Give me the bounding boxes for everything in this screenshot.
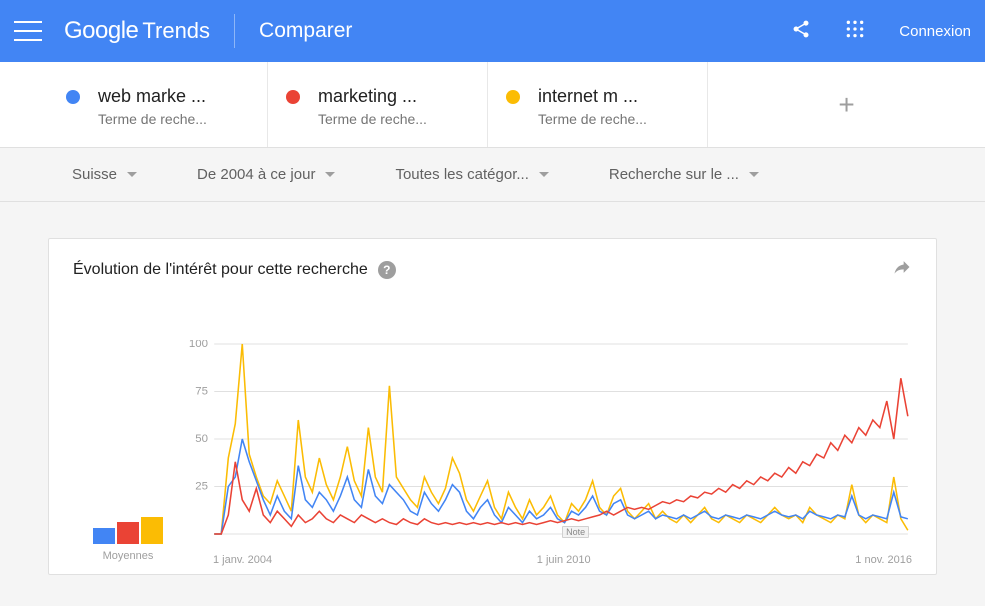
chart-plot: 25 50 75 100 Note 1 janv. 2004 1 juin 2010 … [183,340,912,566]
apps-icon[interactable] [845,19,865,44]
term-1[interactable]: web marke ... Terme de reche... [48,62,268,147]
term-3-subtitle: Terme de reche... [538,111,647,127]
chevron-down-icon [539,172,549,177]
filter-timerange[interactable]: De 2004 à ce jour [197,166,335,183]
x-label-mid: 1 juin 2010 [537,554,591,566]
term-3[interactable]: internet m ... Terme de reche... [488,62,708,147]
term-1-color-dot [66,90,80,104]
term-2-title: marketing ... [318,86,427,107]
page-title: Comparer [259,19,352,43]
add-term-button[interactable]: + [708,62,985,147]
interest-over-time-card: Évolution de l'intérêt pour cette recher… [48,238,937,575]
menu-icon[interactable] [14,21,42,41]
term-1-title: web marke ... [98,86,207,107]
filter-search-type[interactable]: Recherche sur le ... [609,166,759,183]
averages-bars [93,504,163,544]
x-label-end: 1 nov. 2016 [855,554,912,566]
svg-text:75: 75 [195,386,208,398]
divider [234,14,235,48]
term-3-title: internet m ... [538,86,647,107]
line-chart-svg: 25 50 75 100 [183,340,912,550]
logo-trends: Trends [142,18,210,44]
filter-search-type-label: Recherche sur le ... [609,166,739,183]
x-label-start: 1 janv. 2004 [213,554,272,566]
term-3-color-dot [506,90,520,104]
filters-bar: Suisse De 2004 à ce jour Toutes les caté… [0,148,985,202]
svg-text:100: 100 [189,340,208,350]
filter-timerange-label: De 2004 à ce jour [197,166,315,183]
app-header: Google Trends Comparer Connexion [0,0,985,62]
share-chart-icon[interactable] [892,257,912,282]
term-2[interactable]: marketing ... Terme de reche... [268,62,488,147]
x-axis-labels: 1 janv. 2004 1 juin 2010 1 nov. 2016 [183,550,912,566]
chevron-down-icon [127,172,137,177]
svg-text:50: 50 [195,433,208,445]
filter-category[interactable]: Toutes les catégor... [395,166,548,183]
share-icon[interactable] [791,19,811,44]
averages-block: Moyennes [73,340,183,566]
chart-body: Moyennes 25 50 75 100 Note 1 janv. 2004 1 j… [49,300,936,574]
header-actions: Connexion [791,19,971,44]
chart-annotation: Note [562,526,589,538]
chevron-down-icon [749,172,759,177]
logo[interactable]: Google Trends [64,17,210,45]
filter-region[interactable]: Suisse [72,166,137,183]
term-1-subtitle: Terme de reche... [98,111,207,127]
chevron-down-icon [325,172,335,177]
term-2-subtitle: Terme de reche... [318,111,427,127]
filter-region-label: Suisse [72,166,117,183]
term-2-color-dot [286,90,300,104]
login-button[interactable]: Connexion [899,23,971,40]
logo-google: Google [64,17,138,45]
help-icon[interactable]: ? [378,261,396,279]
chart-title: Évolution de l'intérêt pour cette recher… [73,261,368,279]
compare-terms-bar: web marke ... Terme de reche... marketin… [0,62,985,148]
filter-category-label: Toutes les catégor... [395,166,528,183]
svg-text:25: 25 [195,481,208,493]
averages-label: Moyennes [103,550,154,562]
chart-header: Évolution de l'intérêt pour cette recher… [49,239,936,300]
